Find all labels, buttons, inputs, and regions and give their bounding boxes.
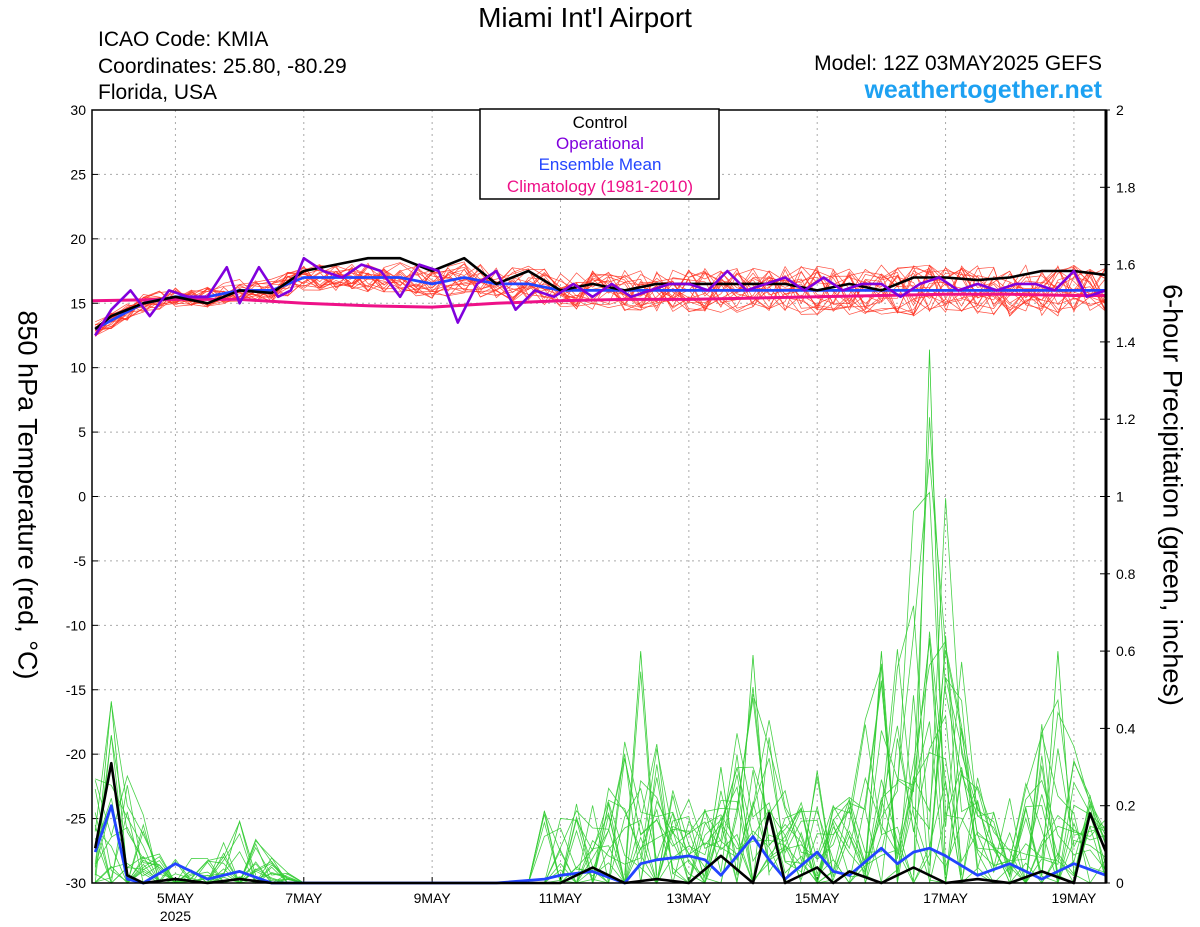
precipitation-member-peak [864,651,898,876]
legend-box [479,108,720,200]
x-tick-label: 5MAY [157,890,195,906]
right-tick-label: 0 [1116,875,1124,891]
left-tick-label: 30 [70,102,86,118]
right-tick-label: 0.6 [1116,643,1136,659]
left-tick-label: 25 [70,166,86,182]
axis-ticks: 302520151050-5-10-15-20-25-3021.81.61.41… [66,102,1136,924]
plot-frame [91,109,1107,884]
temperature-member-line [95,265,1107,337]
x-tick-label: 13MAY [666,890,712,906]
left-tick-label: -25 [66,811,86,827]
x-tick-label: 9MAY [414,890,452,906]
temperature-member-line [94,262,1107,334]
right-tick-label: 1.6 [1116,257,1136,273]
legend-operational: Operational [556,134,644,153]
left-tick-label: 10 [70,360,86,376]
temperature-line-operational [94,256,1107,337]
right-tick-label: 0.4 [1116,720,1136,736]
right-tick-label: 1.4 [1116,334,1136,350]
precipitation-member-peak [1041,651,1075,876]
precipitation-member-peak [223,819,257,876]
x-tick-label: 11MAY [539,890,583,906]
precipitation-member-peak [929,635,962,876]
left-tick-label: 15 [70,295,86,311]
right-tick-label: 1.8 [1116,179,1136,195]
ensemble-members [94,261,1107,885]
right-tick-label: 0.2 [1116,798,1136,814]
precipitation-member-line [94,491,1107,885]
legend-ensemble-mean: Ensemble Mean [539,155,662,174]
legend-control: Control [573,113,628,132]
left-tick-label: 20 [70,231,86,247]
legend: Control Operational Ensemble Mean Climat… [479,108,720,200]
x-tick-label: 17MAY [923,890,969,906]
grid [92,109,1106,884]
left-tick-label: -5 [74,553,87,569]
precipitation-member-peak [736,654,770,876]
left-tick-label: -15 [66,682,86,698]
precipitation-member-peak [704,766,738,876]
precipitation-member-peak [913,349,946,876]
region: Florida, USA [98,81,218,104]
left-tick-label: 0 [78,489,86,505]
precipitation-line-ensemble-mean [93,804,1107,885]
right-tick-label: 0.8 [1116,566,1136,582]
left-tick-label: -30 [66,875,86,891]
temperature-line-control [94,256,1107,331]
coordinates: Coordinates: 25.80, -80.29 [98,55,347,78]
right-tick-label: 1.2 [1116,411,1136,427]
precipitation-member-line [94,671,1107,884]
x-tick-label: 7MAY [285,890,323,906]
precipitation-member-peak [800,770,834,876]
x-tick-label: 19MAY [1051,890,1097,906]
model-run: Model: 12Z 03MAY2025 GEFS [814,52,1102,75]
left-tick-label: 5 [78,424,86,440]
precipitation-member-peak [1073,805,1107,876]
legend-climatology: Climatology (1981-2010) [507,177,693,196]
x-tick-label: 15MAY [795,890,841,906]
temperature-line-climatology [91,292,1106,309]
site-name: weathertogether.net [864,76,1102,104]
chart-title: Miami Int'l Airport [478,2,692,33]
right-tick-label: 1 [1116,489,1124,505]
precipitation-member-line [94,498,1107,885]
precipitation-member-line [94,676,1107,884]
left-tick-label: -20 [66,746,86,762]
temperature-member-line [95,262,1107,328]
right-tick-label: 2 [1116,102,1124,118]
icao-code: ICAO Code: KMIA [98,28,269,51]
x-tick-year-label: 2025 [160,908,191,924]
precipitation-member-line [94,663,1107,885]
series-lines [91,256,1108,885]
precipitation-member-line [94,640,1106,885]
left-tick-label: -10 [66,617,86,633]
precipitation-member-peak [624,651,658,876]
